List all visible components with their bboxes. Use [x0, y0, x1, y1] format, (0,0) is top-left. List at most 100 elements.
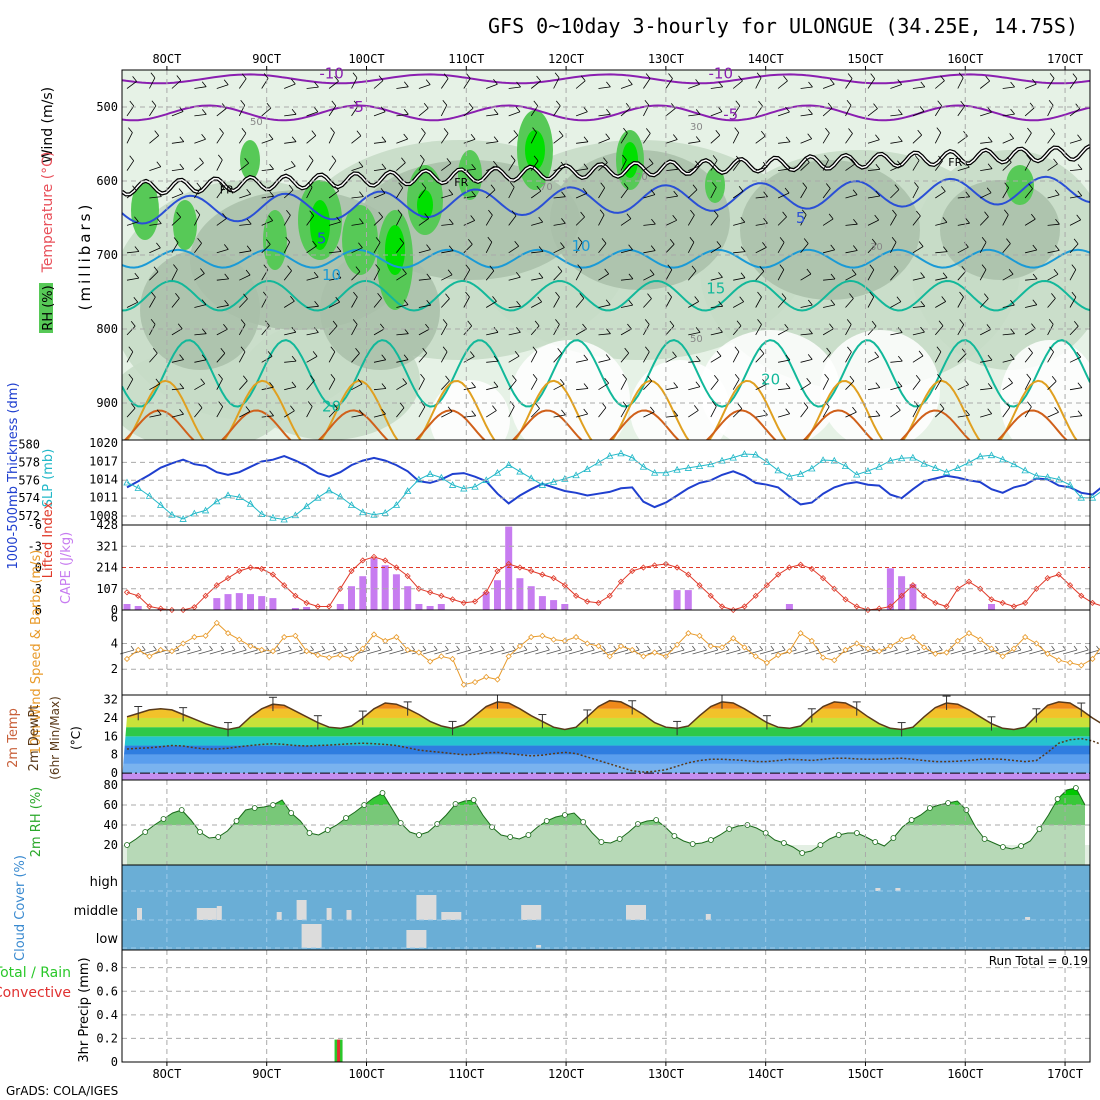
wind-barb-flag: [605, 299, 611, 306]
wind-barb-flag: [219, 128, 224, 134]
wind-barb: [822, 83, 835, 89]
wind-barb-flag: [1076, 214, 1082, 221]
precip-tick-label: 0.2: [96, 1031, 118, 1045]
wind-barb: [440, 351, 448, 363]
wind-barb-flag: [269, 381, 274, 388]
wind-barb-flag: [824, 154, 829, 161]
lifted-index-point: [853, 603, 860, 610]
wind-barb-flag: [156, 218, 162, 224]
slp-point: [1066, 481, 1074, 488]
wind-barb: [1069, 356, 1081, 363]
wind-barb: [1024, 218, 1036, 226]
cape-tick-label: 107: [96, 582, 118, 596]
wind-barb-flag: [582, 323, 587, 330]
lifted-index-point: [505, 560, 512, 568]
wind-barb: [598, 304, 611, 308]
temperature-contour-label: -10: [319, 65, 344, 83]
wind-barb-flag: [1049, 346, 1054, 353]
wind-barb-flag: [1054, 406, 1059, 413]
surface-wind-barb-flag: [882, 645, 887, 651]
wind-barb-flag: [130, 402, 136, 409]
wind-barb-flag: [869, 264, 875, 270]
wind-barb-flag: [672, 351, 677, 357]
wind-speed-point: [1044, 650, 1051, 657]
wind-barb: [822, 378, 829, 390]
wind-barb: [463, 325, 473, 336]
wind-speed-point: [909, 633, 916, 641]
wind-barb: [710, 86, 723, 89]
wind-barb: [284, 165, 296, 171]
precip-tick-label: 0.8: [96, 961, 118, 975]
wind-barb: [194, 407, 203, 418]
wind-barb-flag: [201, 109, 207, 115]
wind-barb-flag: [920, 326, 925, 333]
wind-barb-flag: [1051, 293, 1056, 299]
wind-barb: [867, 296, 875, 308]
surface-wind-barb-flag: [400, 645, 404, 651]
wind-barb-flag: [622, 373, 627, 380]
wind-barb: [261, 386, 274, 391]
rh-point: [142, 829, 149, 835]
wind-barb-flag: [622, 401, 628, 407]
lifted-index-point: [696, 582, 703, 589]
wind-barb: [508, 380, 517, 390]
wind-barb: [890, 141, 903, 144]
surface-wind-barb: [1006, 649, 1022, 655]
wind-barb: [306, 406, 313, 418]
surface-wind-barb: [524, 649, 539, 655]
wind-barb-flag: [353, 100, 359, 107]
top-axis-tick-label: 9OCT: [252, 52, 281, 66]
surface-wind-barb-flag: [972, 645, 977, 651]
wind-barb: [957, 222, 970, 226]
wind-barb: [1093, 215, 1099, 225]
lifted-index-point: [730, 606, 737, 614]
surface-wind-barb-flag: [209, 645, 213, 651]
wind-barb: [171, 328, 183, 336]
surface-wind-barb-flag: [815, 645, 820, 651]
wind-barb: [800, 214, 807, 226]
wind-barb: [935, 191, 946, 199]
wind-barb-flag: [401, 157, 406, 163]
wind-barb-flag: [920, 301, 926, 307]
rh-tick-label: 20: [104, 838, 118, 852]
wind-barb-flag: [467, 320, 473, 327]
wind-barb-flag: [290, 295, 295, 302]
surface-wind-barb: [905, 649, 920, 655]
wind-barb-flag: [713, 210, 719, 217]
wind-barb-flag: [875, 190, 881, 197]
lifted-index-point: [932, 599, 939, 606]
rh-point: [598, 839, 605, 845]
wind-barb-flag: [740, 272, 746, 279]
wind-barb-flag: [987, 136, 993, 143]
wind-speed-point: [370, 631, 378, 638]
wind-barb: [486, 141, 499, 144]
wind-barb: [777, 192, 790, 199]
wind-speed-point: [730, 635, 737, 642]
wind-barb-flag: [897, 160, 902, 167]
wind-barb: [1002, 273, 1014, 281]
wind-speed-point: [584, 640, 591, 647]
slp-point: [224, 491, 232, 499]
wind-barb: [216, 353, 226, 363]
wind-barb: [351, 414, 364, 418]
wind-barb-flag: [648, 158, 654, 164]
top-axis-tick-label: 14OCT: [748, 52, 784, 66]
lifted-index-point: [483, 589, 490, 596]
wind-barb: [216, 249, 229, 254]
wind-barb-flag: [1003, 209, 1009, 216]
wind-barb: [553, 166, 566, 171]
wind-barb: [912, 406, 919, 418]
wind-barb-flag: [826, 347, 831, 354]
cloud-bar: [521, 905, 542, 920]
wind-barb: [665, 296, 672, 308]
wind-barb-flag: [157, 191, 162, 197]
wind-barb-flag: [737, 403, 743, 409]
lifted-index-point: [1055, 571, 1062, 578]
wind-barb-flag: [156, 409, 162, 415]
wind-barb-flag: [959, 319, 965, 325]
wind-barb-flag: [605, 354, 611, 360]
cape-bar: [482, 592, 490, 610]
wind-barb: [912, 305, 925, 308]
thickness-axis-label: 1000-500mb Thickness (dm): [6, 382, 21, 569]
wind-barb-flag: [379, 323, 385, 330]
